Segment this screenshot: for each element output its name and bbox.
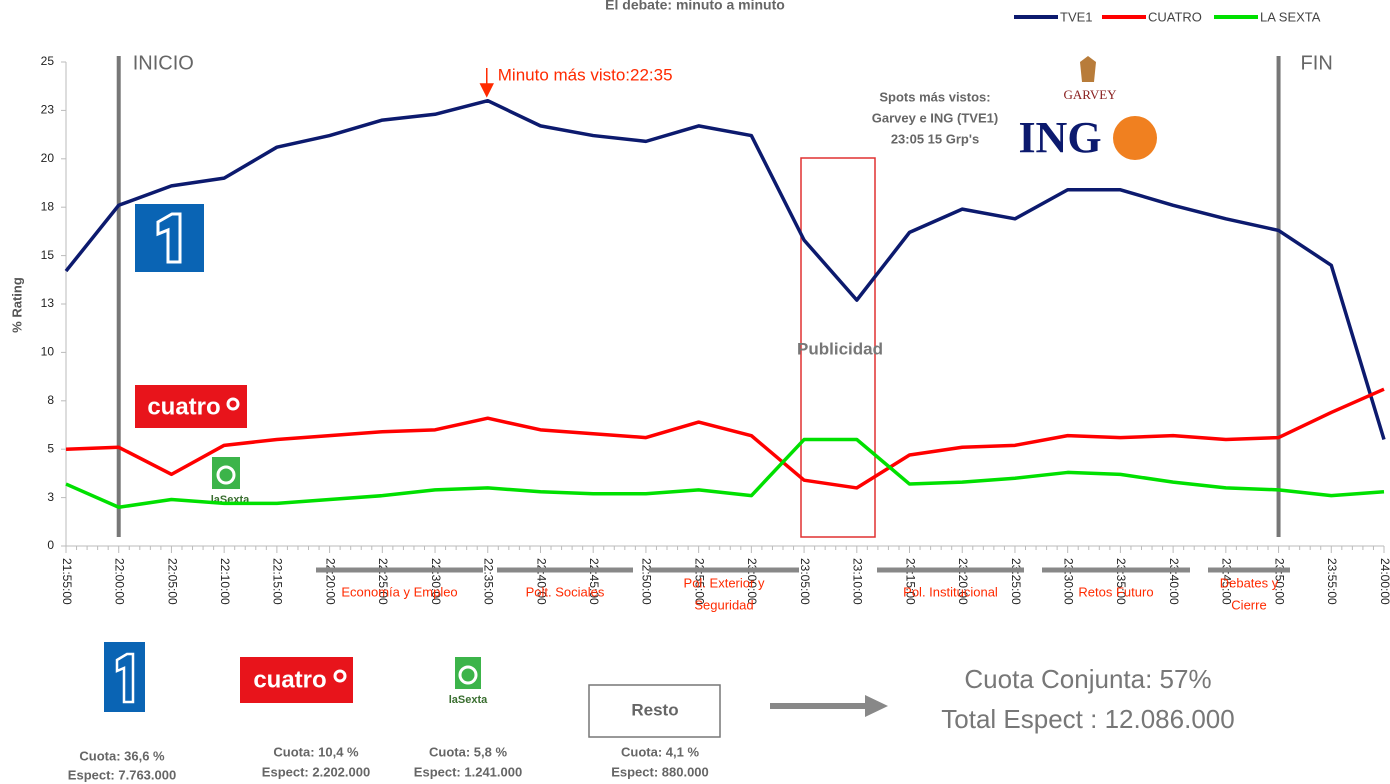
share-text: Cuota: 10,4 % <box>273 744 359 759</box>
y-tick-label: 5 <box>47 441 54 455</box>
x-tick-label: 22:20:00 <box>323 558 337 605</box>
share-text: Espect: 880.000 <box>611 764 709 779</box>
share-text: Espect: 2.202.000 <box>262 764 370 779</box>
share-text: Cuota: 5,8 % <box>429 744 507 759</box>
topic-label: Cierre <box>1231 597 1266 612</box>
topic-label: Polt. Sociales <box>526 584 605 599</box>
x-tick-label: 22:10:00 <box>218 558 232 605</box>
x-tick-label: 23:30:00 <box>1062 558 1076 605</box>
y-tick-label: 20 <box>41 151 55 165</box>
x-tick-label: 23:10:00 <box>851 558 865 605</box>
tve-logo <box>135 204 204 272</box>
tve-logo <box>104 642 145 712</box>
legend-label: CUATRO <box>1148 9 1202 24</box>
x-tick-label: 22:50:00 <box>640 558 654 605</box>
note-line: Spots más vistos: <box>879 89 990 104</box>
topic-label: Pol. Exterior y <box>684 575 765 590</box>
x-tick-label: 23:25:00 <box>1009 558 1023 605</box>
y-tick-label: 25 <box>41 54 55 68</box>
total-text: Total Espect : 12.086.000 <box>941 704 1234 734</box>
brand: GARVEY <box>1063 87 1117 102</box>
share-text: Cuota: 4,1 % <box>621 744 699 759</box>
ad-label: Publicidad <box>797 339 883 358</box>
series-line <box>65 437 1385 510</box>
marker-label: FIN <box>1301 52 1333 74</box>
ad-box <box>800 157 876 538</box>
x-tick-label: 21:55:00 <box>60 558 74 605</box>
y-tick-label: 8 <box>47 393 54 407</box>
topic-label: Pol. Institucional <box>903 584 998 599</box>
legend-label: LA SEXTA <box>1260 9 1321 24</box>
logo-text: cuatro <box>253 666 326 693</box>
peak-note: Minuto más visto:22:35 <box>498 65 673 84</box>
x-tick-label: 23:05:00 <box>798 558 812 605</box>
legend-label: TVE1 <box>1060 9 1093 24</box>
note-line: Garvey e ING (TVE1) <box>872 110 998 125</box>
series-line <box>64 98 1386 441</box>
x-tick-label: 22:00:00 <box>113 558 127 605</box>
series-line <box>65 387 1385 490</box>
note-line: 23:05 15 Grp's <box>891 131 979 146</box>
x-tick-label: 24:00:00 <box>1378 558 1390 605</box>
x-tick-label: 22:35:00 <box>482 558 496 605</box>
x-tick-label: 22:15:00 <box>271 558 285 605</box>
lasexta-logo: laSexta <box>449 657 488 706</box>
x-tick-label: 23:40:00 <box>1167 558 1181 605</box>
marker-label: INICIO <box>133 52 194 74</box>
y-axis-label: % Rating <box>9 277 24 333</box>
y-tick-label: 18 <box>41 199 55 213</box>
arrow <box>770 695 888 717</box>
logo-text: cuatro <box>147 393 220 420</box>
y-tick-label: 23 <box>41 103 55 117</box>
chart-title: El debate: minuto a minuto <box>605 0 785 13</box>
garvey-ing: GARVEY ING <box>1018 56 1157 162</box>
y-tick-label: 10 <box>41 345 55 359</box>
logo-text: laSexta <box>449 694 488 706</box>
brand: ING <box>1018 113 1101 162</box>
share-text: Espect: 7.763.000 <box>68 767 176 782</box>
share-text: Espect: 1.241.000 <box>414 764 522 779</box>
total-text: Cuota Conjunta: 57% <box>964 664 1211 694</box>
resto-box <box>588 684 721 738</box>
topic-label: Economía y Empleo <box>341 584 457 599</box>
logo-text: Resto <box>631 700 678 719</box>
topic-label: Debates y <box>1220 575 1279 590</box>
y-tick-label: 15 <box>41 248 55 262</box>
share-text: Cuota: 36,6 % <box>79 748 165 763</box>
y-tick-label: 0 <box>47 538 54 552</box>
y-tick-label: 3 <box>47 490 54 504</box>
x-tick-label: 23:55:00 <box>1325 558 1339 605</box>
x-tick-label: 22:05:00 <box>165 558 179 605</box>
topic-label: Retos Futuro <box>1078 584 1153 599</box>
spots-note: Spots más vistos: Garvey e ING (TVE1) 23… <box>872 89 998 146</box>
peak-arrow <box>479 68 494 98</box>
lasexta-logo: laSexta <box>211 457 250 506</box>
topic-label: Seguridad <box>694 597 753 612</box>
cuatro-logo: cuatro <box>240 657 353 703</box>
cuatro-logo: cuatro <box>135 385 247 428</box>
y-tick-label: 13 <box>41 296 55 310</box>
